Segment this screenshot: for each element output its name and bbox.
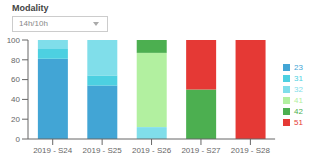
svg-text:0: 0 <box>16 135 21 144</box>
svg-text:80: 80 <box>11 56 20 65</box>
svg-text:2019 - S27: 2019 - S27 <box>181 146 221 155</box>
svg-text:2019 - S28: 2019 - S28 <box>231 146 271 155</box>
svg-text:2019 - S24: 2019 - S24 <box>33 146 73 155</box>
svg-text:20: 20 <box>11 115 20 124</box>
html-text:23: 23 <box>294 62 303 72</box>
html-text:41: 41 <box>294 95 303 105</box>
html-text:Modality: Modality <box>12 3 49 13</box>
html-text:31: 31 <box>294 73 303 83</box>
svg-text:60: 60 <box>11 75 20 84</box>
html-text:51: 51 <box>294 117 303 127</box>
svg-text:40: 40 <box>11 95 20 104</box>
html-text:42: 42 <box>294 106 303 116</box>
html-text:32: 32 <box>294 84 303 94</box>
html-text:14h/10h: 14h/10h <box>19 19 48 28</box>
svg-text:100: 100 <box>8 36 21 45</box>
svg-text:2019 - S26: 2019 - S26 <box>132 146 172 155</box>
svg-text:2019 - S25: 2019 - S25 <box>83 146 123 155</box>
